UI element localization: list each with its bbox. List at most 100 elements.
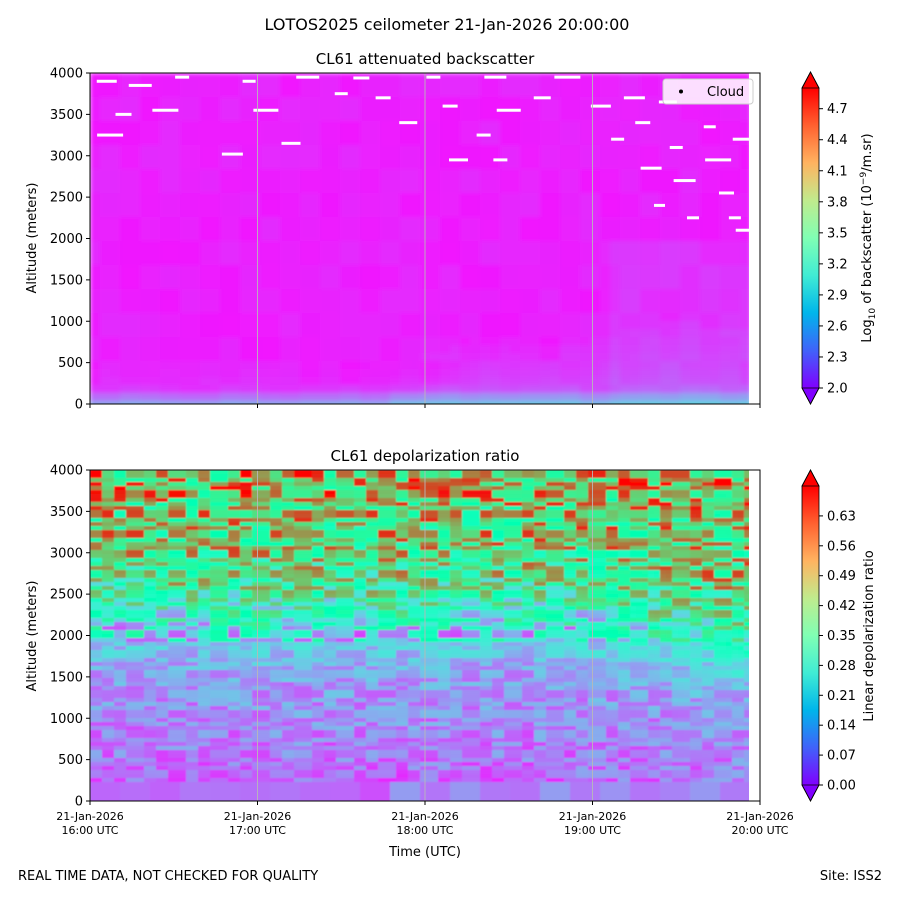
y-tick-label: 2500 <box>50 588 83 603</box>
colorbar-tick-label: 2.0 <box>827 382 848 397</box>
cloud-hit-mark <box>705 158 732 162</box>
y-tick-label: 500 <box>58 356 83 371</box>
colorbar-extend-min-icon <box>801 784 820 802</box>
cloud-hit-mark <box>623 96 645 100</box>
cloud-hit-mark <box>97 133 124 137</box>
y-tick-label: 1500 <box>50 273 83 288</box>
cloud-hit-mark <box>353 76 370 80</box>
y-tick-label: 3500 <box>50 108 83 123</box>
cloud-legend-label: Cloud <box>707 85 744 100</box>
cloud-hit-mark <box>175 75 190 79</box>
figure-title: LOTOS2025 ceilometer 21-Jan-2026 20:00:0… <box>265 15 630 34</box>
backscatter-title: CL61 attenuated backscatter <box>316 50 535 68</box>
cloud-hit-mark <box>426 75 441 79</box>
cloud-hit-mark <box>442 104 458 108</box>
colorbar-tick-label: 3.8 <box>827 195 848 210</box>
depolarization-x-axis: 21-Jan-2026 16:00 UTC 21-Jan-2026 17:00 UTC… <box>56 801 794 837</box>
y-tick-label: 2500 <box>50 191 83 206</box>
y-tick-label: 500 <box>58 753 83 768</box>
cloud-hit-mark <box>635 121 651 125</box>
cloud-hit-mark <box>242 79 256 83</box>
quality-disclaimer: REAL TIME DATA, NOT CHECKED FOR QUALITY <box>18 869 319 884</box>
colorbar-tick-label: 0.56 <box>827 539 856 554</box>
cloud-hit-mark <box>96 79 117 83</box>
cloud-hit-mark <box>611 137 625 141</box>
y-tick-label: 3000 <box>50 546 83 561</box>
colorbar-tick-label: 2.9 <box>827 288 848 303</box>
backscatter-colorbar: 2.0 2.3 2.6 2.9 3.2 3.5 3.8 4.1 4.4 4.7 Log10 of … <box>801 71 878 405</box>
depolarization-xlabel: Time (UTC) <box>388 845 461 860</box>
cloud-hit-mark <box>735 228 749 232</box>
y-tick-label: 4000 <box>50 464 83 479</box>
depolarization-ylabel: Altitude (meters) <box>25 581 40 692</box>
cloud-hit-mark <box>152 108 179 112</box>
depolarization-title: CL61 depolarization ratio <box>331 447 520 465</box>
y-tick-label: 2000 <box>50 629 83 644</box>
x-tick-label: 21-Jan-2026 19:00 UTC <box>559 810 627 837</box>
cloud-hit-mark <box>554 75 581 79</box>
colorbar-extend-max-icon <box>801 469 820 487</box>
site-label: Site: ISS2 <box>819 869 882 884</box>
x-tick-label: 21-Jan-2026 16:00 UTC <box>56 810 124 837</box>
backscatter-x-axis <box>89 404 761 408</box>
cloud-hit-mark <box>703 125 716 129</box>
cloud-hit-mark <box>687 216 699 220</box>
cloud-hit-mark <box>375 96 391 100</box>
cloud-hit-mark <box>128 83 152 87</box>
cloud-hit-mark <box>449 158 468 162</box>
colorbar-extend-min-icon <box>801 387 820 405</box>
cloud-hit-mark <box>654 203 665 207</box>
cloud-hit-mark <box>669 145 683 149</box>
colorbar-tick-label: 0.49 <box>827 569 856 584</box>
cloud-hit-mark <box>281 141 301 145</box>
cloud-hit-mark <box>253 108 279 112</box>
cloud-hit-mark <box>640 166 662 170</box>
colorbar-tick-label: 0.14 <box>827 719 856 734</box>
cloud-hit-mark <box>484 75 507 79</box>
depolarization-panel: CL61 depolarization ratio 0 500 1000 1500 20… <box>25 447 877 860</box>
colorbar-tick-label: 0.63 <box>827 509 856 524</box>
colorbar-tick-label: 0.07 <box>827 749 856 764</box>
colorbar-tick-label: 0.42 <box>827 599 856 614</box>
colorbar-tick-label: 3.5 <box>827 226 848 241</box>
depolarization-y-axis: 0 500 1000 1500 2000 2500 3000 3500 4000 <box>50 464 90 810</box>
backscatter-panel: CL61 attenuated backscatter 0 500 1000 1500… <box>25 50 878 413</box>
cloud-hit-mark <box>673 179 696 183</box>
backscatter-ylabel: Altitude (meters) <box>25 183 40 294</box>
colorbar-tick-label: 4.4 <box>827 133 848 148</box>
depolarization-gridlines <box>257 470 593 801</box>
x-tick-label: 21-Jan-2026 20:00 UTC <box>726 810 794 837</box>
x-tick-label: 21-Jan-2026 18:00 UTC <box>391 810 459 837</box>
depolarization-colorbar: 0.00 0.07 0.14 0.21 0.28 0.35 0.42 0.49 0.56 0.63… <box>801 469 877 802</box>
cloud-hit-mark <box>493 158 508 162</box>
x-tick-label: 21-Jan-2026 17:00 UTC <box>224 810 292 837</box>
colorbar-tick-label: 3.2 <box>827 257 848 272</box>
y-tick-label: 0 <box>75 398 83 413</box>
cloud-hit-mark <box>334 92 348 96</box>
cloud-hit-mark <box>719 191 734 195</box>
colorbar-tick-label: 2.3 <box>827 350 848 365</box>
colorbar-tick-label: 0.00 <box>827 779 856 794</box>
backscatter-y-axis: 0 500 1000 1500 2000 2500 3000 3500 4000 <box>50 67 90 413</box>
cloud-hit-mark <box>399 121 418 125</box>
y-tick-label: 1000 <box>50 712 83 727</box>
cloud-hit-mark <box>476 133 491 137</box>
cloud-hit-mark <box>115 112 132 116</box>
colorbar-tick-label: 2.6 <box>827 319 848 334</box>
cloud-legend-marker-icon <box>679 89 683 94</box>
y-tick-label: 0 <box>75 795 83 810</box>
cloud-hit-mark <box>590 104 611 108</box>
cloud-hit-mark <box>221 152 243 156</box>
backscatter-colorbar-label: Log10 of backscatter (10−9/m.sr) <box>859 133 878 342</box>
cloud-hit-mark <box>296 75 320 79</box>
colorbar-tick-label: 4.7 <box>827 102 848 117</box>
cloud-legend[interactable]: Cloud <box>662 78 754 105</box>
backscatter-heatmap <box>90 73 749 404</box>
y-tick-label: 4000 <box>50 67 83 82</box>
colorbar-tick-label: 0.35 <box>827 629 856 644</box>
y-tick-label: 2000 <box>50 232 83 247</box>
depolarization-colorbar-label: Linear depolarization ratio <box>862 550 877 721</box>
colorbar-tick-label: 4.1 <box>827 164 848 179</box>
cloud-hit-mark <box>533 96 551 100</box>
